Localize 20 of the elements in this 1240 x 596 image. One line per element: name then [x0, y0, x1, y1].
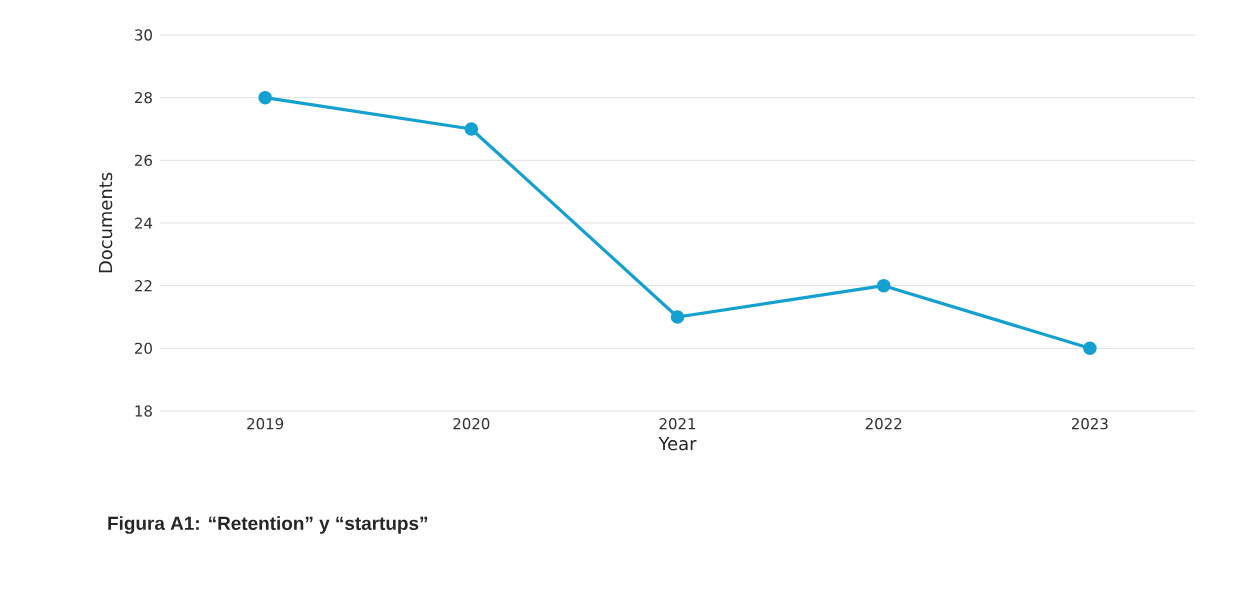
text: Figura A1: “Retention” y “startups”	[108, 516, 428, 534]
y-tick-label: 22	[135, 280, 152, 292]
point	[670, 310, 685, 324]
y-tick-label: 18	[135, 405, 152, 417]
point	[876, 278, 891, 293]
y-tick-label: 30	[135, 29, 152, 41]
y-tick-label: 20	[135, 342, 152, 354]
y-tick-label: 28	[135, 92, 152, 104]
y-tick-label: 26	[135, 154, 153, 166]
x-tick-label: 2020	[453, 418, 490, 430]
y-axis-title: Documents	[98, 172, 113, 273]
x-axis-title: Year	[658, 437, 697, 451]
x-tick-label: 2022	[865, 418, 902, 430]
point	[258, 90, 272, 105]
x-tick-label: 2021	[659, 418, 696, 430]
point	[464, 122, 479, 136]
x-tick-label: 2019	[247, 418, 284, 430]
x-tick-label: 2023	[1071, 418, 1108, 430]
point	[1083, 341, 1097, 356]
y-tick-label: 24	[135, 217, 153, 229]
